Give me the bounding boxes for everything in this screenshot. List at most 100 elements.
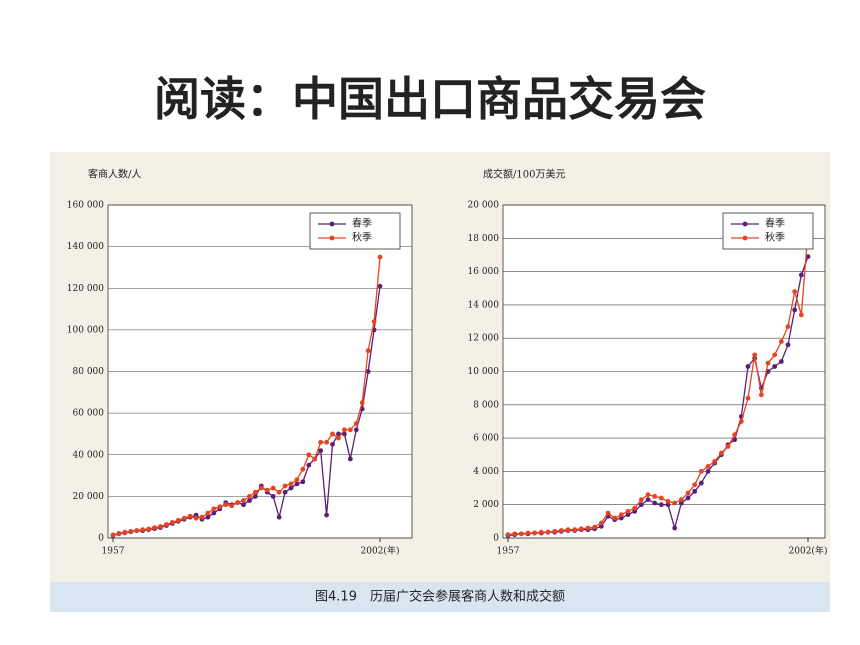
data-point [792, 289, 798, 294]
data-point [359, 400, 365, 406]
y-axis-label: 客商人数/人 [88, 168, 141, 181]
y-tick-label: 160 000 [67, 201, 104, 211]
data-point [253, 489, 258, 495]
data-point [638, 497, 644, 503]
data-point [532, 530, 538, 536]
data-point [247, 493, 252, 499]
data-point [330, 431, 335, 437]
data-point [235, 500, 241, 506]
data-point [572, 527, 578, 533]
legend-label: 秋季 [765, 231, 785, 244]
legend-marker [742, 221, 748, 227]
data-point [625, 508, 631, 514]
data-point [692, 488, 698, 494]
y-tick-label: 18 000 [468, 234, 500, 244]
data-point [347, 427, 353, 433]
data-point [146, 526, 152, 532]
data-point [778, 339, 784, 344]
data-point [592, 524, 598, 530]
data-point [652, 493, 658, 499]
data-point [792, 307, 798, 313]
data-point [565, 527, 571, 533]
data-point [638, 502, 644, 508]
data-point [282, 483, 288, 489]
y-tick-label: 6 000 [473, 434, 499, 444]
data-point [276, 489, 282, 495]
legend-label: 秋季 [352, 231, 372, 244]
x-tick-label: 2002(年) [789, 545, 828, 557]
data-point [672, 525, 678, 531]
data-point [678, 497, 684, 503]
data-point [652, 500, 658, 506]
data-point [665, 498, 671, 504]
data-point [732, 437, 738, 443]
y-axis-label: 成交额/100万美元 [483, 168, 565, 181]
data-point [187, 513, 193, 519]
data-point [725, 444, 731, 449]
data-point [140, 527, 146, 533]
data-point [625, 512, 631, 518]
data-point [665, 502, 671, 508]
data-point [169, 519, 175, 525]
data-point [758, 392, 764, 398]
data-point [745, 395, 751, 401]
data-point [300, 466, 306, 472]
data-point [330, 441, 335, 447]
data-point [645, 497, 651, 503]
data-point [312, 456, 318, 462]
data-point [785, 342, 791, 348]
data-point [306, 462, 312, 468]
data-point [552, 528, 558, 534]
data-point [288, 485, 294, 491]
legend-label: 春季 [352, 218, 372, 230]
data-point [152, 525, 157, 530]
data-point [193, 515, 199, 521]
data-point [306, 452, 312, 458]
data-point [785, 324, 791, 329]
data-point [692, 482, 698, 488]
data-point [772, 352, 778, 358]
series-line [507, 231, 809, 536]
data-point [336, 435, 341, 441]
data-point [698, 469, 704, 474]
legend-marker [329, 235, 335, 241]
data-point [518, 531, 524, 537]
data-point [712, 459, 718, 464]
series-line [112, 286, 381, 537]
data-point [738, 419, 744, 424]
y-tick-label: 16 000 [468, 267, 500, 277]
data-point [705, 469, 711, 474]
y-tick-label: 40 000 [73, 450, 105, 460]
data-point [718, 450, 724, 456]
data-point [253, 493, 258, 499]
data-point [205, 514, 211, 520]
data-point [110, 532, 116, 538]
y-tick-label: 60 000 [73, 409, 105, 419]
data-point [276, 514, 282, 520]
data-point [365, 369, 371, 374]
data-point [324, 512, 329, 518]
y-tick-label: 0 [493, 534, 499, 544]
data-point [229, 503, 235, 509]
data-point [678, 500, 684, 506]
legend-box [309, 212, 401, 250]
y-tick-label: 4 000 [473, 467, 499, 477]
data-point [538, 529, 544, 535]
data-point [128, 528, 134, 534]
data-point [658, 502, 664, 508]
y-tick-label: 100 000 [67, 325, 104, 335]
legend-marker [742, 235, 748, 241]
data-point [798, 272, 804, 278]
series-line [112, 256, 381, 536]
data-point [270, 485, 276, 491]
data-point [505, 532, 511, 538]
y-tick-label: 8 000 [473, 400, 499, 410]
data-point [632, 508, 638, 514]
data-point [134, 528, 140, 533]
caption: 图4.19 历届广交会参展客商人数和成交额 [315, 589, 565, 605]
y-tick-label: 120 000 [67, 284, 104, 294]
data-point [365, 348, 371, 354]
y-tick-label: 14 000 [468, 300, 500, 310]
data-point [241, 502, 246, 508]
data-point [705, 464, 711, 469]
